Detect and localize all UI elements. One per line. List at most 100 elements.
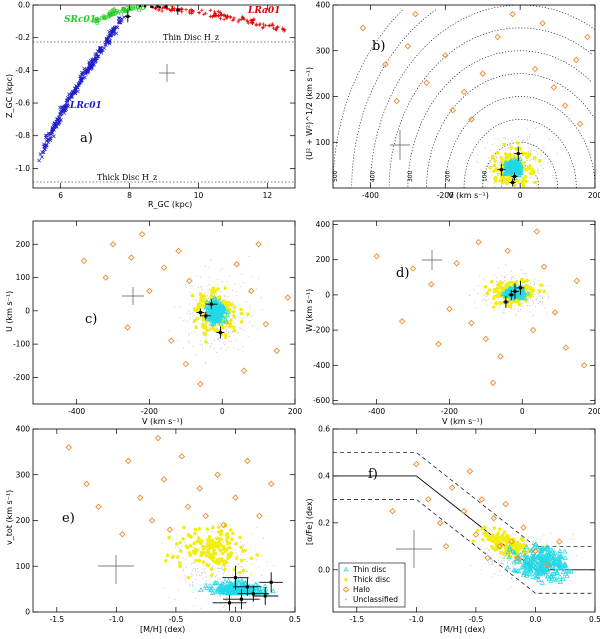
thick-disc-point <box>519 279 524 284</box>
halo-point <box>202 512 209 520</box>
lrc01-point <box>122 15 127 19</box>
lrc01-point <box>37 158 41 163</box>
thick-disc-point <box>498 281 503 285</box>
unclassified-point <box>541 304 543 306</box>
panel-a-points <box>37 4 287 163</box>
thin-disc-point <box>517 161 523 167</box>
halo-point <box>373 252 380 260</box>
thick-disc-point <box>196 536 201 540</box>
halo-point <box>168 337 175 345</box>
unclassified-point <box>487 561 489 563</box>
unclassified-point <box>492 560 494 562</box>
unclassified-point <box>492 177 494 179</box>
unclassified-point <box>498 569 500 571</box>
unclassified-point <box>234 321 236 323</box>
thick-disc-point <box>508 175 512 180</box>
halo-point <box>496 543 503 550</box>
thick-disc-point <box>216 560 221 565</box>
unclassified-point <box>195 598 197 600</box>
unclassified-point <box>529 304 531 306</box>
thin-disc-point <box>209 313 215 319</box>
thick-disc-point <box>512 299 516 303</box>
error-point <box>509 293 513 297</box>
thin-disc-point <box>213 314 220 320</box>
panel-f-label: f) <box>368 467 378 482</box>
thin-disc-point <box>507 546 513 552</box>
halo-point <box>502 500 509 508</box>
thin-disc-point <box>517 559 523 565</box>
unclassified-point <box>217 338 219 340</box>
unclassified-point <box>490 564 492 566</box>
unclassified-point <box>499 155 501 157</box>
thick-disc-point <box>523 284 528 289</box>
thick-disc-point <box>226 555 231 560</box>
unclassified-point <box>208 266 210 268</box>
unclassified-point <box>504 277 506 279</box>
unclassified-point <box>533 537 535 539</box>
unclassified-point <box>221 569 223 571</box>
thick-disc-point <box>518 146 523 151</box>
lrc01-point <box>92 62 96 67</box>
unclassified-point <box>493 274 495 276</box>
thin-disc-point <box>343 566 349 572</box>
thick-disc-point <box>480 527 485 531</box>
unclassified-point <box>206 582 208 584</box>
lrao1-point <box>204 11 208 15</box>
unclassified-point <box>514 559 516 561</box>
thick-disc-point <box>515 297 520 302</box>
halo-point <box>214 471 221 478</box>
unclassified-point <box>227 280 229 282</box>
thick-disc-point <box>502 530 507 534</box>
thick-disc-point <box>223 567 227 572</box>
unclassified-point <box>532 540 534 542</box>
thin-disc-point <box>511 549 518 555</box>
halo-point <box>128 254 135 261</box>
thick-disc-point <box>215 558 219 562</box>
unclassified-point <box>205 581 207 583</box>
thin-disc-point <box>501 170 507 176</box>
thick-disc-point <box>489 535 493 540</box>
thick-disc-point <box>491 156 495 160</box>
thin-disc-point <box>535 553 541 558</box>
unclassified-point <box>211 566 213 568</box>
unclassified-point <box>486 547 488 549</box>
halo-point <box>154 434 162 442</box>
thick-disc-point <box>191 549 196 554</box>
unclassified-point <box>246 316 248 318</box>
unclassified-point <box>233 317 235 319</box>
unclassified-point <box>188 334 190 336</box>
unclassified-point <box>530 158 532 160</box>
thick-disc-point <box>228 324 232 329</box>
unclassified-point <box>483 278 485 280</box>
thick-disc-point <box>507 180 511 185</box>
thick-disc-point <box>200 303 205 308</box>
unclassified-point <box>484 293 486 295</box>
lrao1-point <box>184 8 188 12</box>
unclassified-point <box>570 538 572 540</box>
unclassified-point <box>498 172 500 174</box>
lrc01-point <box>50 130 54 135</box>
halo-point <box>267 480 275 488</box>
thick-disc-point <box>527 286 532 291</box>
thick-disc-point <box>195 548 200 552</box>
unclassified-point <box>252 580 254 582</box>
halo-point <box>124 324 131 331</box>
thick-disc-point <box>537 159 542 163</box>
y-tick-label: 200 <box>316 255 331 264</box>
thin-disc-point <box>210 297 216 303</box>
thin-disc-point <box>227 587 233 593</box>
thin-disc-point <box>204 585 210 590</box>
thick-disc-point <box>224 300 229 305</box>
unclassified-point <box>522 273 524 275</box>
thick-disc-point <box>483 532 487 536</box>
unclassified-point <box>196 574 198 576</box>
srcoi-point <box>141 6 146 10</box>
unclassified-point <box>183 347 185 349</box>
thin-disc-point <box>538 563 545 569</box>
unclassified-point <box>203 542 205 544</box>
thick-disc-point <box>200 552 204 557</box>
thick-disc-point <box>213 288 218 293</box>
thick-disc-point <box>216 530 221 534</box>
lrao1-point <box>261 22 266 26</box>
